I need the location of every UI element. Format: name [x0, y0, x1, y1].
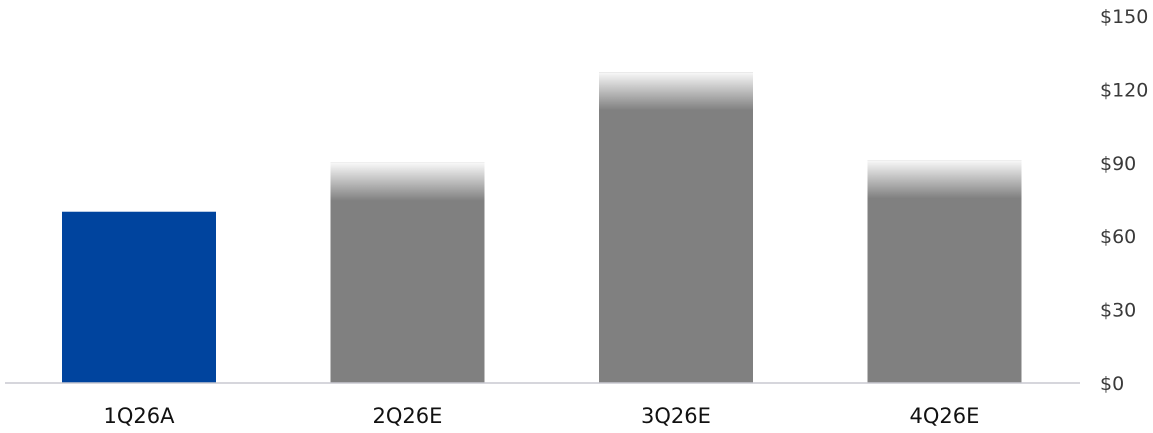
x-tick-label: 2Q26E: [373, 404, 443, 428]
y-tick-label: $0: [1100, 373, 1124, 395]
bar-fade-3q26e: [599, 72, 753, 111]
x-axis-ticks: 1Q26A 2Q26E 3Q26E 4Q26E: [104, 404, 980, 428]
x-tick-label: 1Q26A: [104, 404, 176, 428]
y-tick-label: $30: [1100, 300, 1136, 322]
y-tick-label: $120: [1100, 79, 1148, 101]
y-axis-ticks: $0 $30 $60 $90 $120 $150: [1100, 6, 1148, 395]
bar-fade-2q26e: [330, 162, 485, 201]
x-tick-label: 4Q26E: [910, 404, 980, 428]
bars-group: [62, 72, 1022, 384]
x-tick-label: 3Q26E: [641, 404, 711, 428]
y-tick-label: $60: [1100, 226, 1136, 248]
y-tick-label: $150: [1100, 6, 1148, 28]
bar-1q26a: [62, 211, 216, 383]
bar-fade-4q26e: [867, 160, 1022, 199]
bar-3q26e: [599, 72, 753, 384]
y-tick-label: $90: [1100, 153, 1136, 175]
